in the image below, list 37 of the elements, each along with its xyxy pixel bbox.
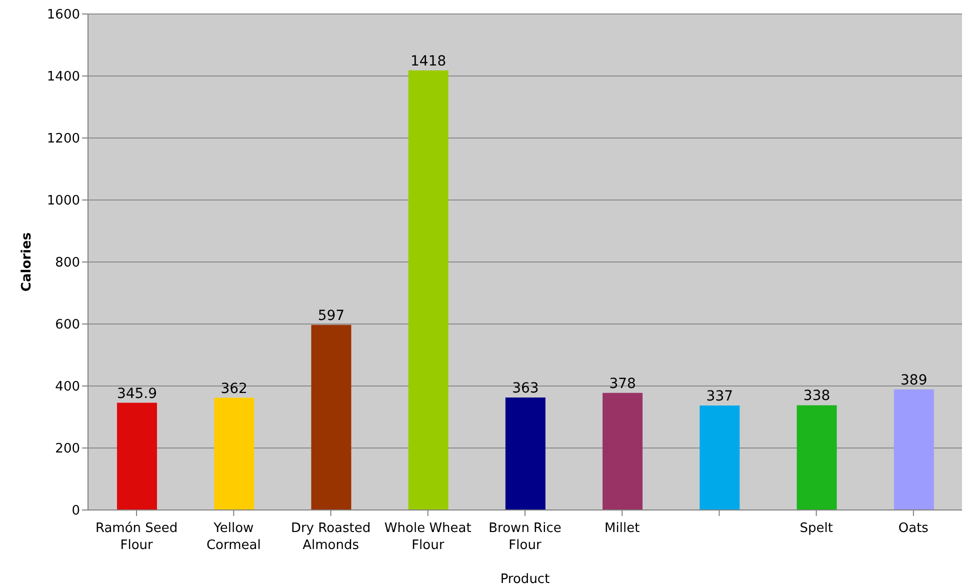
y-tick-label: 1600 xyxy=(46,8,80,23)
y-tick-label: 1200 xyxy=(46,132,80,147)
bar xyxy=(311,324,352,510)
data-label: 363 xyxy=(512,380,539,396)
x-axis-title: Product xyxy=(500,572,550,585)
bar xyxy=(602,392,643,510)
bar xyxy=(505,397,546,510)
bar xyxy=(408,70,448,510)
x-tick-label: Brown Rice Flour xyxy=(488,521,562,553)
x-tick-label: Ramón Seed Flour xyxy=(95,521,178,553)
y-tick-label: 1400 xyxy=(46,70,80,85)
x-tick-label: Yellow Cormeal xyxy=(206,521,261,553)
data-label: 337 xyxy=(706,388,734,405)
data-label: 389 xyxy=(900,372,928,388)
bar xyxy=(214,398,254,510)
y-tick-label: 400 xyxy=(55,380,80,395)
y-tick-label: 0 xyxy=(72,504,80,519)
x-tick-label: Whole Wheat Flour xyxy=(384,521,472,553)
bar xyxy=(700,406,740,510)
x-tick-label: Spelt xyxy=(800,521,833,536)
y-tick-label: 1000 xyxy=(46,194,80,209)
y-tick-label: 200 xyxy=(55,442,80,457)
data-label: 338 xyxy=(803,388,830,404)
x-tick-label: Dry Roasted Almonds xyxy=(290,521,371,553)
y-tick-label: 800 xyxy=(55,256,80,271)
bar xyxy=(796,405,837,510)
y-axis-title: Calories xyxy=(20,232,35,292)
bar xyxy=(117,402,157,510)
data-label: 378 xyxy=(609,376,636,392)
x-tick-label: Oats xyxy=(898,521,929,536)
bar xyxy=(894,389,934,510)
data-label: 597 xyxy=(318,308,345,324)
x-tick-label: Millet xyxy=(604,521,640,536)
data-label: 1418 xyxy=(410,53,446,70)
data-label: 345.9 xyxy=(116,386,158,402)
data-label: 362 xyxy=(220,380,248,397)
y-tick-label: 600 xyxy=(55,318,80,333)
